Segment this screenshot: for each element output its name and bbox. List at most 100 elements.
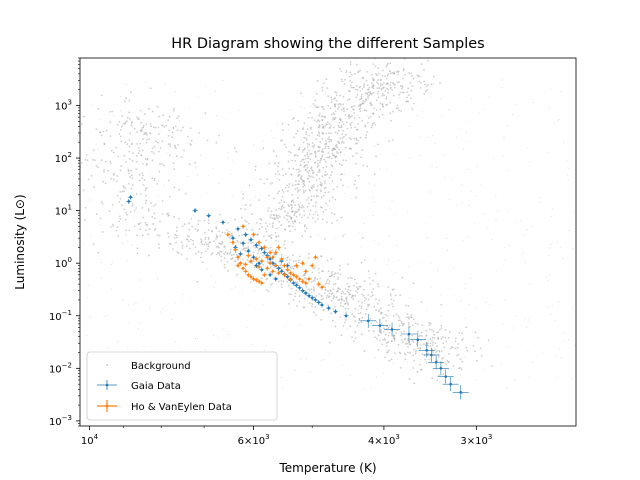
background-point [340,126,343,128]
background-point [385,65,387,68]
background-point [415,349,417,352]
background-point [224,232,227,234]
background-point [116,180,118,183]
x-tick-label: 3×103 [460,433,492,447]
background-point [327,191,330,194]
background-point [467,236,469,238]
background-point [265,278,268,281]
background-point [340,178,342,181]
background-point [136,247,139,250]
background-point [277,214,280,217]
background-point [377,283,379,286]
background-point [277,235,280,238]
background-point [334,105,337,108]
background-point [303,210,305,212]
background-point [116,194,119,197]
background-point [317,163,319,165]
background-point [448,353,450,355]
background-point [361,316,364,319]
background-point [391,200,393,202]
background-point [321,154,324,157]
background-point [334,110,337,112]
background-point [139,142,142,145]
background-point [285,201,287,204]
background-point [92,103,94,105]
background-point [196,338,198,340]
background-point [297,120,299,122]
background-point [410,97,412,100]
background-point [347,303,350,306]
background-point [413,382,415,385]
background-point [328,123,331,125]
background-point [327,278,329,281]
background-point [298,324,300,326]
background-point [223,266,226,269]
background-point [207,219,210,222]
background-point [372,279,374,282]
background-point [387,88,390,91]
background-point [216,115,218,117]
background-point [328,141,331,143]
background-point [167,212,169,215]
background-point [330,257,333,260]
background-point [553,122,555,124]
background-point [550,88,552,90]
background-point [407,87,410,90]
background-point [381,94,383,97]
background-point [363,300,366,302]
background-point [321,155,324,158]
background-point [136,155,138,157]
background-point [93,186,95,189]
background-point [325,140,327,142]
background-point [93,159,96,162]
background-point [350,86,353,89]
background-point [309,153,312,156]
background-point [323,358,325,361]
background-point [337,124,340,127]
background-point [393,334,396,337]
data-point [306,293,312,299]
background-point [423,92,426,95]
background-point [136,244,138,246]
background-point [254,165,257,168]
background-point [291,266,294,268]
background-point [313,279,316,281]
background-point [408,72,410,74]
background-point [307,174,310,177]
background-point [372,112,374,115]
background-point [411,324,414,326]
background-point [359,285,362,288]
background-point [288,293,291,296]
background-point [501,79,503,81]
background-point [330,113,333,116]
background-point [153,212,156,215]
background-point [298,222,301,224]
background-point [241,290,243,292]
background-point [152,110,154,113]
background-point [560,90,562,93]
background-point [121,125,123,128]
legend-item-ho-vaneylen: Ho & VanEylen Data [97,400,232,413]
background-point [283,143,286,146]
background-point [460,368,463,371]
background-point [379,85,382,87]
background-point [395,272,397,274]
background-point [336,278,339,280]
background-point [396,244,398,246]
background-point [120,242,123,244]
background-point [359,103,362,106]
background-point [478,112,480,114]
background-point [311,131,313,134]
background-point [272,151,274,153]
background-point [385,77,388,80]
background-point [267,247,270,250]
background-point [139,129,142,132]
background-point [347,277,350,280]
background-point [455,136,457,138]
background-point [399,366,402,369]
background-point [282,280,285,283]
background-point [446,359,449,362]
background-point [100,159,103,162]
data-point [267,260,273,266]
background-point [330,272,333,275]
